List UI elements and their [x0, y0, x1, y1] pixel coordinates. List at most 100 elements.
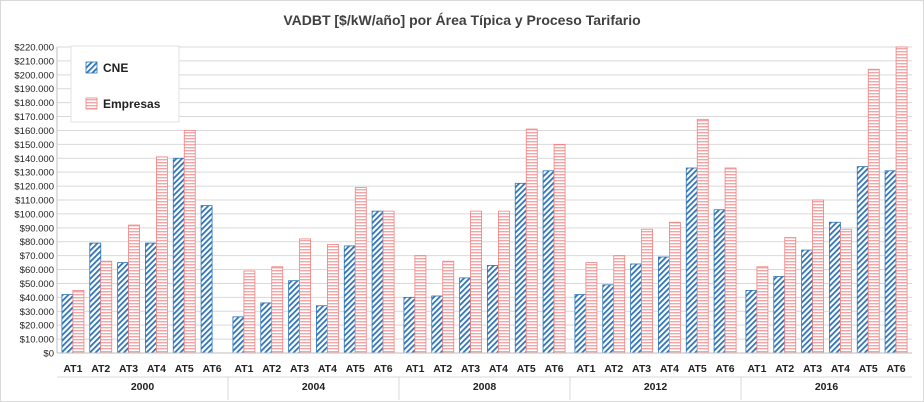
- bar-empresas: [840, 228, 852, 354]
- bar-cne: [773, 276, 786, 354]
- x-tick-label: AT5: [517, 363, 536, 375]
- bar-empresas: [641, 228, 653, 354]
- bar-cne: [61, 294, 74, 354]
- bar-cne: [685, 167, 698, 354]
- x-tick-label: AT5: [859, 363, 878, 375]
- x-tick-label: AT4: [660, 363, 679, 375]
- bar-empresas: [100, 260, 113, 354]
- bar-cne: [117, 262, 129, 354]
- x-tick-label: AT4: [489, 363, 508, 375]
- y-tick-label: $90.000: [20, 223, 54, 234]
- bar-cne: [856, 166, 869, 354]
- y-tick-label: $70.000: [20, 251, 54, 262]
- y-tick-label: $190.000: [14, 84, 54, 95]
- bar-empresas: [613, 255, 626, 354]
- bar-cne: [514, 182, 527, 354]
- group-label: 2004: [302, 381, 326, 393]
- bar-empresas: [414, 255, 427, 354]
- y-tick-label: $220.000: [14, 43, 54, 54]
- y-tick-label: $0: [43, 349, 54, 360]
- legend-swatch-empresas: [85, 97, 98, 110]
- y-tick-label: $20.000: [20, 321, 54, 332]
- bar-cne: [260, 302, 273, 354]
- bar-cne: [145, 242, 157, 354]
- bar-cne: [343, 245, 356, 354]
- bar-cne: [89, 242, 102, 354]
- y-tick-label: $60.000: [20, 265, 54, 276]
- group-label: 2000: [131, 381, 155, 393]
- bar-empresas: [128, 224, 140, 354]
- bar-empresas: [498, 210, 510, 354]
- x-tick-label: AT6: [545, 363, 564, 375]
- x-tick-label: AT2: [604, 363, 623, 375]
- y-tick-label: $160.000: [14, 126, 54, 137]
- bar-cne: [658, 256, 670, 354]
- bar-empresas: [669, 221, 681, 354]
- bar-empresas: [867, 68, 880, 354]
- x-tick-label: AT6: [203, 363, 222, 375]
- bar-cne: [172, 157, 185, 354]
- x-tick-label: AT5: [346, 363, 365, 375]
- group-label: 2012: [644, 381, 668, 393]
- x-tick-label: AT3: [290, 363, 309, 375]
- bar-empresas: [382, 210, 395, 354]
- y-tick-label: $130.000: [14, 168, 54, 179]
- y-tick-label: $100.000: [14, 209, 54, 220]
- bar-empresas: [442, 260, 455, 354]
- bar-cne: [288, 280, 300, 354]
- y-tick-label: $40.000: [20, 293, 54, 304]
- x-tick-label: AT5: [688, 363, 707, 375]
- bar-cne: [371, 210, 384, 354]
- y-tick-label: $170.000: [14, 112, 54, 123]
- x-tick-label: AT6: [887, 363, 906, 375]
- x-tick-label: AT3: [119, 363, 138, 375]
- x-tick-label: AT6: [716, 363, 735, 375]
- x-tick-label: AT4: [831, 363, 850, 375]
- chart-title: VADBT [$/kW/año] por Área Típica y Proce…: [283, 12, 640, 28]
- x-tick-label: AT2: [262, 363, 281, 375]
- bar-empresas: [895, 46, 908, 354]
- x-tick-label: AT3: [461, 363, 480, 375]
- bar-empresas: [696, 118, 709, 354]
- bar-empresas: [470, 210, 482, 354]
- bar-empresas: [243, 270, 256, 354]
- y-tick-label: $180.000: [14, 98, 54, 109]
- bar-empresas: [812, 199, 824, 354]
- bar-cne: [403, 296, 416, 354]
- bar-empresas: [585, 262, 598, 354]
- bar-cne: [431, 295, 444, 354]
- bar-empresas: [327, 244, 339, 354]
- y-tick-label: $200.000: [14, 70, 54, 81]
- legend-label-empresas: Empresas: [103, 97, 161, 111]
- y-tick-label: $50.000: [20, 279, 54, 290]
- bar-empresas: [553, 143, 566, 354]
- bar-cne: [459, 277, 471, 354]
- bar-empresas: [525, 128, 538, 354]
- y-tick-label: $80.000: [20, 237, 54, 248]
- bar-empresas: [271, 266, 284, 354]
- bar-cne: [745, 290, 758, 354]
- bar-empresas: [72, 290, 85, 354]
- x-axis: AT1 AT2 AT3 AT4 AT5 AT6 2000 AT1 AT2 AT3 AT4 AT5 AT6…: [57, 352, 912, 400]
- bar-empresas: [183, 130, 196, 354]
- bar-empresas: [156, 156, 168, 354]
- y-tick-label: $110.000: [15, 196, 54, 207]
- bar-empresas: [299, 238, 311, 354]
- bar-cne: [801, 249, 813, 354]
- bar-cne: [542, 170, 555, 354]
- bar-cne: [602, 284, 615, 354]
- y-axis: $0 $10.000 $20.000 $30.000 $40.000 $50.000 $60…: [14, 43, 58, 360]
- bar-empresas: [784, 237, 797, 354]
- x-tick-label: AT4: [318, 363, 337, 375]
- bar-cne: [574, 294, 587, 354]
- bar-cne: [487, 264, 499, 354]
- x-tick-label: AT3: [803, 363, 822, 375]
- y-tick-label: $140.000: [14, 154, 54, 165]
- x-tick-label: AT1: [63, 363, 82, 375]
- bar-cne: [232, 316, 245, 354]
- legend-swatch-cne: [85, 61, 98, 74]
- bar-cne: [316, 305, 328, 354]
- y-tick-label: $210.000: [14, 56, 54, 67]
- group-label: 2008: [473, 381, 497, 393]
